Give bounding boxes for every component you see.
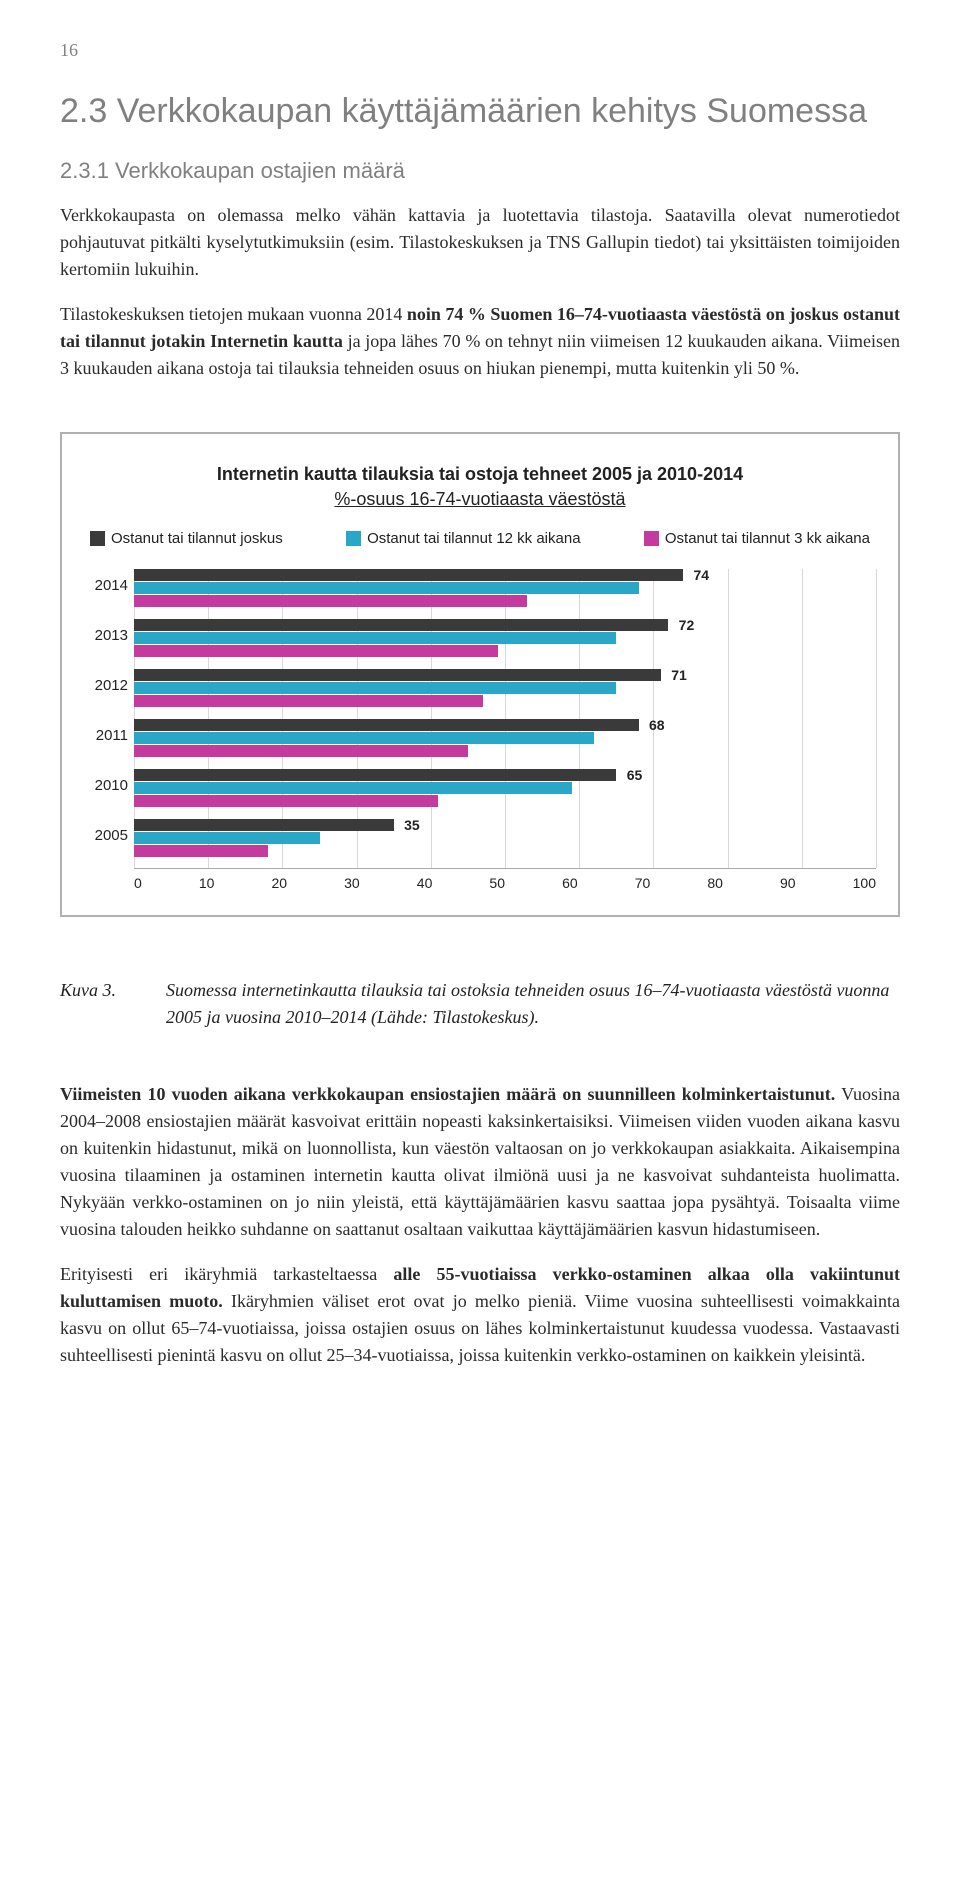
chart-bar-value: 74	[694, 567, 710, 583]
chart-x-tick: 20	[272, 875, 288, 891]
chart-bar: 72	[134, 619, 668, 631]
body-paragraph-3: Viimeisten 10 vuoden aikana verkkokaupan…	[60, 1081, 900, 1243]
chart-bar-value: 68	[649, 717, 665, 733]
chart-bar	[134, 845, 268, 857]
legend-label: Ostanut tai tilannut 3 kk aikana	[665, 530, 870, 547]
chart-year-group: 201065	[134, 769, 876, 808]
chart-year-group: 201474	[134, 569, 876, 608]
chart-bar-value: 35	[404, 817, 420, 833]
page-number: 16	[60, 40, 900, 61]
intro-paragraph-2: Tilastokeskuksen tietojen mukaan vuonna …	[60, 301, 900, 382]
chart-bar	[134, 732, 594, 744]
chart-x-tick: 0	[134, 875, 142, 891]
body-paragraph-4: Erityisesti eri ikäryhmiä tarkasteltaess…	[60, 1261, 900, 1369]
chart-year-label: 2005	[84, 827, 128, 844]
chart-title: Internetin kautta tilauksia tai ostoja t…	[84, 462, 876, 512]
legend-label: Ostanut tai tilannut 12 kk aikana	[367, 530, 580, 547]
chart-year-group: 201372	[134, 619, 876, 658]
legend-item: Ostanut tai tilannut joskus	[90, 530, 283, 547]
chart-plot-area: 201474201372201271201168201065200535 010…	[84, 569, 876, 891]
chart-x-tick: 40	[417, 875, 433, 891]
chart-year-label: 2014	[84, 577, 128, 594]
legend-label: Ostanut tai tilannut joskus	[111, 530, 283, 547]
chart-x-tick: 50	[489, 875, 505, 891]
chart-x-tick: 90	[780, 875, 796, 891]
chart-bar	[134, 782, 572, 794]
chart-x-tick: 10	[199, 875, 215, 891]
chart-bar-value: 72	[679, 617, 695, 633]
chart-title-line1: Internetin kautta tilauksia tai ostoja t…	[217, 464, 743, 484]
p2-pre: Tilastokeskuksen tietojen mukaan vuonna …	[60, 304, 407, 324]
subsection-heading: 2.3.1 Verkkokaupan ostajien määrä	[60, 158, 900, 184]
chart-bar: 71	[134, 669, 661, 681]
chart-bar: 35	[134, 819, 394, 831]
chart-bars-region: 201474 201372 201271 201168 201065 200535	[134, 569, 876, 869]
section-heading: 2.3 Verkkokaupan käyttäjämäärien kehitys…	[60, 91, 900, 132]
legend-swatch	[644, 531, 659, 546]
intro-paragraph-1: Verkkokaupasta on olemassa melko vähän k…	[60, 202, 900, 283]
chart-year-label: 2012	[84, 677, 128, 694]
p4-pre: Erityisesti eri ikäryhmiä tarkasteltaess…	[60, 1264, 393, 1284]
legend-swatch	[346, 531, 361, 546]
caption-label: Kuva 3.	[60, 977, 116, 1031]
legend-item: Ostanut tai tilannut 3 kk aikana	[644, 530, 870, 547]
chart-bar: 74	[134, 569, 683, 581]
figure-caption: Kuva 3. Suomessa internetinkautta tilauk…	[60, 977, 900, 1031]
chart-bar	[134, 832, 320, 844]
chart-year-group: 200535	[134, 819, 876, 858]
chart-year-label: 2011	[84, 727, 128, 744]
chart-title-line2: %-osuus 16-74-vuotiaasta väestöstä	[334, 489, 625, 509]
chart-bar: 65	[134, 769, 616, 781]
caption-text: Suomessa internetinkautta tilauksia tai …	[166, 977, 900, 1031]
chart-year-label: 2010	[84, 777, 128, 794]
chart-bar	[134, 582, 639, 594]
chart-bar	[134, 645, 498, 657]
chart-container: Internetin kautta tilauksia tai ostoja t…	[60, 432, 900, 917]
p3-rest: Vuosina 2004–2008 ensiostajien määrät ka…	[60, 1084, 900, 1239]
legend-swatch	[90, 531, 105, 546]
chart-bar	[134, 795, 438, 807]
chart-x-tick: 70	[635, 875, 651, 891]
chart-bar	[134, 595, 527, 607]
chart-x-tick: 60	[562, 875, 578, 891]
p3-bold: Viimeisten 10 vuoden aikana verkkokaupan…	[60, 1084, 835, 1104]
chart-year-group: 201271	[134, 669, 876, 708]
chart-year-group: 201168	[134, 719, 876, 758]
chart-year-label: 2013	[84, 627, 128, 644]
chart-bar	[134, 682, 616, 694]
legend-item: Ostanut tai tilannut 12 kk aikana	[346, 530, 580, 547]
chart-x-axis: 0 10 20 30 40 50 60 70 80 90 100	[134, 869, 876, 891]
chart-legend: Ostanut tai tilannut joskus Ostanut tai t…	[84, 530, 876, 547]
chart-bar	[134, 745, 468, 757]
chart-bar	[134, 632, 616, 644]
chart-x-tick: 80	[707, 875, 723, 891]
chart-x-tick: 100	[853, 875, 876, 891]
chart-bar-value: 65	[627, 767, 643, 783]
chart-bar-value: 71	[671, 667, 687, 683]
chart-bar: 68	[134, 719, 639, 731]
chart-bar	[134, 695, 483, 707]
chart-x-tick: 30	[344, 875, 360, 891]
